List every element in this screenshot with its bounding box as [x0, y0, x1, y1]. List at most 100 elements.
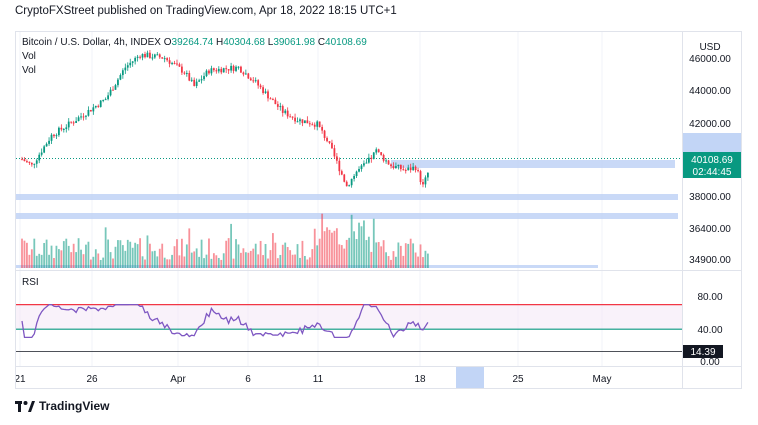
- volume-bar: [129, 241, 132, 268]
- rsi-pane: [16, 303, 682, 352]
- countdown-label: 02:44:45: [693, 167, 732, 178]
- candle-body: [77, 117, 80, 122]
- candle-body: [419, 171, 422, 183]
- volume-bar: [318, 238, 321, 268]
- volume-bar: [151, 251, 154, 268]
- volume-bar: [380, 246, 383, 268]
- volume-bar: [308, 257, 311, 268]
- volume-bar: [48, 254, 50, 268]
- volume-bar: [237, 244, 240, 268]
- candle-body: [345, 181, 348, 187]
- candle-body: [407, 167, 410, 171]
- candle-body: [112, 89, 114, 91]
- candle-body: [136, 56, 139, 58]
- candle-body: [193, 79, 196, 86]
- candle-body: [301, 119, 304, 124]
- candle-body: [43, 146, 46, 153]
- rsi-line: [21, 303, 429, 339]
- chart-panel[interactable]: USD 46000.00 44000.00 42000.00 38000.00 36400…: [14, 31, 742, 389]
- volume-bar: [131, 247, 134, 268]
- candle-body: [353, 176, 355, 179]
- candle-body: [326, 137, 328, 142]
- candle-body: [23, 159, 26, 162]
- volume-bar: [321, 213, 324, 268]
- volume-bar: [328, 229, 331, 268]
- volume-bar: [193, 251, 196, 268]
- volume-bar: [178, 255, 181, 268]
- volume-bar: [311, 249, 314, 268]
- candle-body: [422, 182, 424, 185]
- volume-bar: [235, 239, 237, 268]
- candle-body: [50, 134, 53, 141]
- volume-bar: [53, 258, 55, 268]
- volume-bars: [21, 213, 429, 268]
- candle-body: [318, 121, 321, 127]
- volume-bar: [281, 244, 284, 268]
- volume-bar: [358, 222, 360, 268]
- time-tick-label: 26: [86, 374, 98, 385]
- time-axis-highlight: [456, 367, 484, 388]
- volume-bar: [407, 243, 410, 268]
- candle-body: [114, 85, 117, 90]
- volume-bar: [70, 252, 73, 268]
- volume-bar: [343, 248, 346, 268]
- volume-bar: [340, 245, 343, 268]
- volume-bar: [345, 239, 348, 268]
- candle-body: [200, 79, 203, 81]
- tradingview-logo[interactable]: TradingView: [15, 399, 109, 413]
- volume-bar: [323, 231, 326, 268]
- volume-bar: [247, 252, 250, 268]
- volume-bar: [119, 240, 122, 268]
- candle-body: [232, 65, 235, 71]
- candle-body: [158, 54, 161, 58]
- volume-bar: [377, 242, 380, 268]
- candle-body: [102, 99, 105, 101]
- volume-bar: [353, 231, 355, 268]
- candle-body: [237, 66, 240, 68]
- volume-bar: [338, 244, 341, 268]
- volume-bar: [75, 252, 78, 268]
- candle-body: [350, 178, 353, 186]
- candle-body: [257, 80, 260, 86]
- time-tick-label: 18: [414, 374, 426, 385]
- candle-body: [269, 98, 272, 100]
- volume-bar: [171, 254, 173, 268]
- volume-bar: [26, 242, 28, 268]
- candle-body: [323, 130, 326, 138]
- candle-body: [338, 160, 341, 172]
- volume-bar: [390, 259, 392, 268]
- candle-body: [190, 79, 193, 81]
- volume-bar: [50, 245, 53, 268]
- volume-bar: [45, 239, 48, 268]
- zone-support-2: [16, 213, 678, 219]
- candle-body: [129, 62, 132, 66]
- volume-bar: [212, 253, 215, 268]
- candle-body: [176, 63, 178, 65]
- candle-body: [264, 91, 267, 94]
- candle-body: [107, 95, 109, 100]
- volume-bar: [392, 251, 395, 268]
- volume-bar: [222, 253, 225, 268]
- volume-bar: [274, 242, 277, 268]
- candle-body: [321, 126, 324, 131]
- volume-bar: [163, 257, 166, 268]
- candle-body: [146, 52, 149, 58]
- price-tick-label: 34900.00: [689, 255, 731, 266]
- candle-body: [414, 166, 417, 171]
- candle-body: [249, 78, 252, 81]
- candle-body: [313, 124, 316, 127]
- volume-bar: [350, 214, 353, 268]
- candle-body: [328, 141, 331, 143]
- tradingview-logo-icon: [15, 400, 35, 412]
- candle-body: [183, 72, 186, 74]
- candle-body: [335, 156, 338, 161]
- rsi-tick-label: 0.00: [700, 357, 720, 368]
- volume-bar: [367, 236, 370, 268]
- candle-body: [153, 54, 156, 58]
- time-tick-label: 21: [16, 374, 26, 385]
- price-tick-label: 42000.00: [689, 119, 731, 130]
- volume-bar: [149, 243, 151, 268]
- volume-bar: [276, 258, 279, 268]
- volume-bar: [220, 259, 223, 268]
